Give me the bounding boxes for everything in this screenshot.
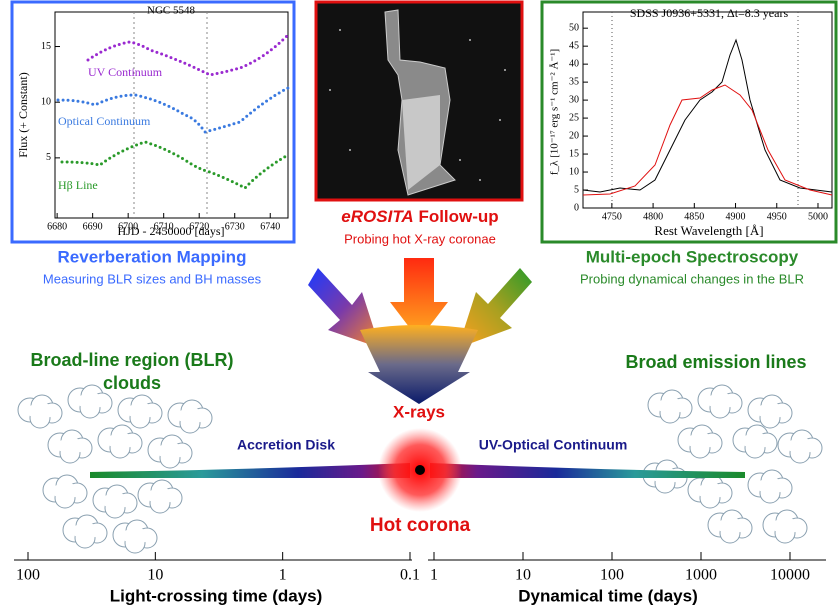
y-tick-label: 15 <box>41 41 51 52</box>
x-tick-label: 5000 <box>808 211 828 222</box>
y-tick-label: 25 <box>569 112 579 123</box>
series-label: Hβ Line <box>58 178 98 192</box>
panel-title: SDSS J0936+5331, Δt=8.3 years <box>630 6 789 20</box>
blr-label: clouds <box>103 373 161 393</box>
erosita-title: eROSITA Follow-up <box>341 207 498 226</box>
series-label: Optical Continuum <box>58 114 151 128</box>
y-tick-label: 20 <box>569 130 579 141</box>
x-tick-label: 4750 <box>602 211 622 222</box>
y-label: f_λ [10⁻¹⁷ erg s⁻¹ cm⁻² Å⁻¹] <box>549 49 561 175</box>
erosita-sub: Probing hot X-ray coronae <box>344 231 496 246</box>
plot-frame <box>54 11 289 219</box>
plot-frame <box>582 11 833 209</box>
x-tick-label: 6720 <box>189 221 209 232</box>
tick-label: 100 <box>600 567 624 584</box>
hbeta-points <box>60 140 290 190</box>
telescope-side <box>402 95 440 190</box>
x-tick-label: 6700 <box>118 221 138 232</box>
y-tick-label: 50 <box>569 22 579 33</box>
tick-label: 1 <box>279 567 287 584</box>
panel-frame <box>10 0 296 244</box>
disk <box>90 463 410 478</box>
tick-label: 10 <box>147 567 163 584</box>
continuum-label: UV-Optical Continuum <box>479 437 628 453</box>
x-tick-label: 4800 <box>643 211 663 222</box>
panel-title: NGC 5548 <box>147 5 195 17</box>
y-tick-label: 45 <box>569 40 579 51</box>
x-tick-label: 6680 <box>47 221 67 232</box>
panel-frame <box>540 0 838 244</box>
xrays-label: X-rays <box>393 402 445 421</box>
x-tick-label: 6710 <box>154 221 174 232</box>
title-rest: Follow-up <box>414 207 499 226</box>
arrow <box>308 268 380 348</box>
arrow <box>458 268 532 348</box>
arrow <box>360 325 478 404</box>
heading: Reverberation Mapping <box>58 247 247 266</box>
arrow <box>390 258 448 340</box>
y-tick-label: 30 <box>569 94 579 105</box>
y-tick-label: 35 <box>569 76 579 87</box>
disk-label: Accretion Disk <box>237 437 335 453</box>
y-tick-label: 10 <box>569 166 579 177</box>
x-label: HJD - 2450000 [days] <box>118 224 225 238</box>
title-italic: eROSITA <box>341 207 413 226</box>
tick-label: 10 <box>515 567 531 584</box>
subheading: Measuring BLR sizes and BH masses <box>43 271 262 286</box>
subheading: Probing dynamical changes in the BLR <box>580 271 804 286</box>
uv-points <box>86 33 290 77</box>
y-tick-label: 10 <box>41 96 51 107</box>
spectrum-black <box>582 38 833 193</box>
y-tick-label: 15 <box>569 148 579 159</box>
y-tick-label: 5 <box>574 184 579 195</box>
tick-label: 0.1 <box>400 567 420 584</box>
optical-points <box>56 86 290 134</box>
x-tick-label: 6690 <box>83 221 103 232</box>
tick-label: 1 <box>430 567 438 584</box>
corona-label: Hot corona <box>370 515 471 536</box>
x-tick-label: 6730 <box>225 221 245 232</box>
axis-label: Light-crossing time (days) <box>110 586 323 605</box>
tick-label: 10000 <box>770 567 810 584</box>
x-label: Rest Wavelength [Å] <box>654 223 763 238</box>
y-tick-label: 0 <box>574 202 579 213</box>
black-hole <box>415 465 425 475</box>
bel-label: Broad emission lines <box>625 352 806 372</box>
stars <box>329 29 506 181</box>
heading: Multi-epoch Spectroscopy <box>586 247 799 266</box>
y-label: Flux (+ Constant) <box>16 72 30 157</box>
axis-label: Dynamical time (days) <box>518 586 698 605</box>
x-tick-label: 4850 <box>684 211 704 222</box>
tick-label: 100 <box>16 567 40 584</box>
series-label: UV Continuum <box>88 65 163 79</box>
spectrum-red <box>582 84 833 196</box>
x-tick-label: 4950 <box>767 211 787 222</box>
blr-label: Broad-line region (BLR) <box>31 350 234 370</box>
disk <box>430 463 745 478</box>
x-tick-label: 6740 <box>260 221 280 232</box>
y-tick-label: 5 <box>46 152 51 163</box>
y-tick-label: 40 <box>569 58 579 69</box>
x-tick-label: 4900 <box>726 211 746 222</box>
tick-label: 1000 <box>685 567 717 584</box>
